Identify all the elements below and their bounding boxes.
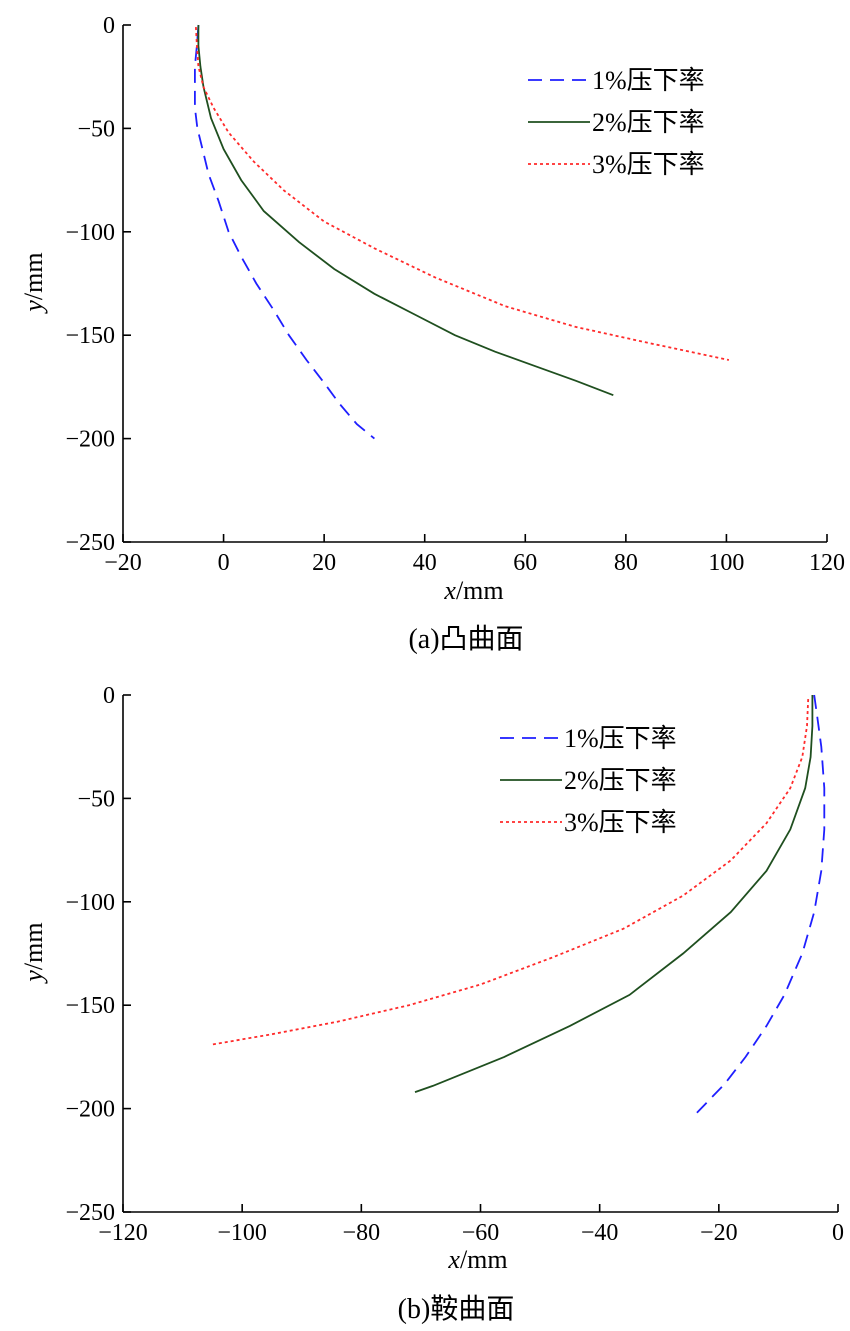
y-tick-label: −250 [65, 530, 115, 556]
y-axis: y/mm 0 −50 −100 −150 −200 −250 [19, 683, 131, 1226]
x-tick-label: 100 [708, 550, 744, 576]
plot-area [212, 694, 826, 1116]
chart-panel-saddle: y/mm 0−50−100−150−200−250 x/mm −120 −100−… [19, 683, 844, 1325]
y-axis-label: y/mm [19, 922, 48, 984]
x-axis-label: x/mm [443, 576, 503, 605]
y-tick-label: −200 [65, 1097, 115, 1123]
legend: 1%压下率 2%压下率 3%压下率 [528, 66, 705, 179]
figure-caption-b: (b)鞍曲面 [398, 1293, 515, 1325]
x-axis-label: x/mm [447, 1245, 507, 1274]
y-tick-label: −100 [65, 220, 115, 246]
x-tick-label: −80 [343, 1220, 381, 1246]
x-axis: x/mm −20 0 20 40 60 80 100 120 [104, 534, 845, 605]
x-tick-label: −60 [462, 1220, 500, 1246]
series-line-1 [694, 694, 826, 1116]
x-tick-label: 120 [809, 550, 845, 576]
x-tick-label: −20 [104, 550, 142, 576]
x-tick-label: −100 [217, 1220, 267, 1246]
y-tick-label: −50 [77, 116, 115, 142]
legend-label-1: 1%压下率 [592, 66, 705, 95]
legend-label-3: 3%压下率 [564, 808, 677, 837]
x-tick-label: 20 [312, 550, 336, 576]
legend-label-2: 2%压下率 [592, 108, 705, 137]
y-tick-label: −250 [65, 1200, 115, 1226]
legend-label-1: 1%压下率 [564, 724, 677, 753]
y-tick-label: 0 [103, 683, 115, 709]
y-tick-label: −150 [65, 993, 115, 1019]
series-line-3 [212, 699, 810, 1046]
legend-label-2: 2%压下率 [564, 766, 677, 795]
figure-caption-a: (a)凸曲面 [408, 624, 523, 655]
x-tick-label: 80 [614, 550, 638, 576]
y-tick-label: −50 [77, 786, 115, 812]
x-axis: x/mm −120 −100 −80 −60 −40 −20 0 [98, 1204, 844, 1274]
y-axis: y/mm 0 −50 −100 −150 −200 −250 [19, 13, 131, 556]
series-line-2 [414, 695, 814, 1093]
series-line-3 [195, 27, 730, 361]
y-tick-label: −150 [65, 323, 115, 349]
legend: 1%压下率 2%压下率 3%压下率 [500, 724, 677, 837]
y-tick-label: −200 [65, 427, 115, 453]
y-tick-label: 0 [103, 13, 115, 39]
series-line-1 [193, 24, 375, 440]
series-line-2 [197, 25, 614, 397]
x-tick-label: −20 [700, 1220, 738, 1246]
y-axis-label: y/mm [19, 252, 48, 314]
x-tick-label: −40 [581, 1220, 619, 1246]
y-tick-label: −100 [65, 890, 115, 916]
x-tick-label: −120 [98, 1220, 148, 1246]
x-tick-label: 60 [513, 550, 537, 576]
x-tick-label: 40 [413, 550, 437, 576]
x-tick-label: 0 [218, 550, 230, 576]
plot-area [193, 24, 730, 440]
x-tick-label: 0 [832, 1220, 844, 1246]
legend-label-3: 3%压下率 [592, 150, 705, 179]
chart-panel-convex: y/mm 0−50−100−150−200−250 x/mm −20 0 20 40 6… [19, 13, 845, 655]
